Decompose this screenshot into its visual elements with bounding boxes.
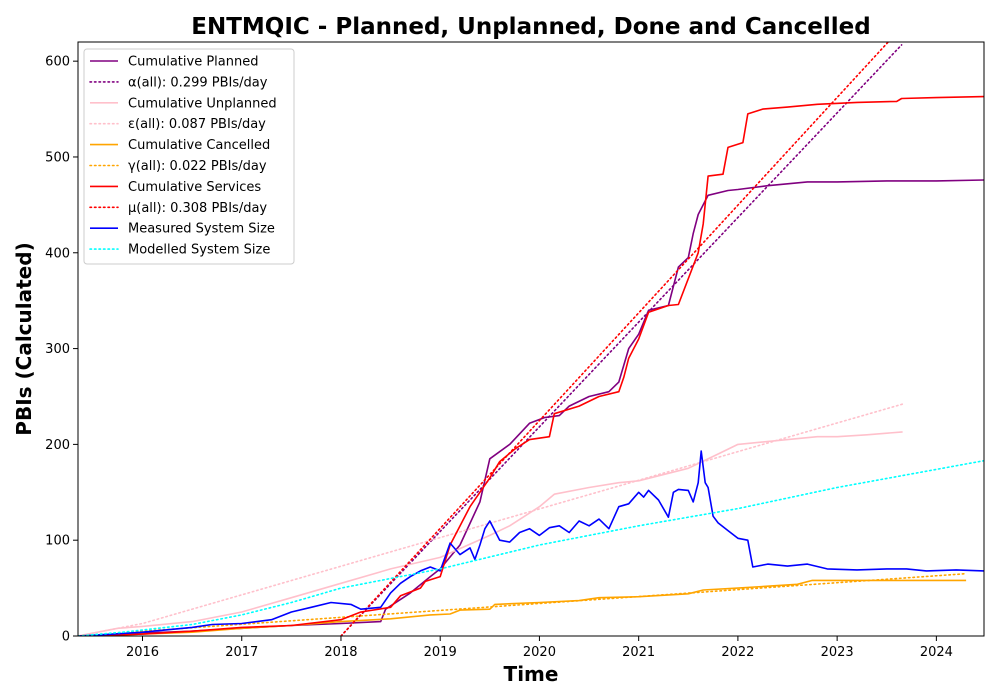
series-line-all-0-087-pbis-day [78,403,904,636]
y-tick-label: 200 [45,438,70,453]
x-tick-label: 2017 [225,645,258,660]
legend-label-all-0-087-pbis-day: ε(all): 0.087 PBIs/day [128,117,266,132]
legend-label-cumulative-unplanned: Cumulative Unplanned [128,96,277,111]
x-tick-label: 2020 [523,645,556,660]
x-tick-label: 2023 [821,645,854,660]
x-tick-label: 2018 [324,645,357,660]
legend-label-all-0-299-pbis-day: α(all): 0.299 PBIs/day [128,75,268,90]
y-tick-label: 600 [45,55,70,70]
y-axis-label: PBIs (Calculated) [12,242,36,435]
legend-box [83,48,295,265]
series-line-cumulative-planned [78,179,984,636]
series-line-cumulative-services [78,95,984,636]
y-tick-label: 0 [62,630,70,645]
y-axis: 0 100 200 300 400 500 600 [45,55,78,645]
plot-frame [77,41,985,637]
series-line-all-0-299-pbis-day [340,44,903,636]
y-tick-label: 100 [45,534,70,549]
legend-label-all-0-022-pbis-day: γ(all): 0.022 PBIs/day [128,159,267,174]
series-line-cumulative-unplanned [78,431,903,636]
series-line-measured-system-size [78,450,984,636]
legend-label-measured-system-size: Measured System Size [128,222,275,237]
plot-area [78,42,984,636]
y-tick-label: 400 [45,246,70,261]
legend-label-cumulative-services: Cumulative Services [128,180,261,195]
y-tick-label: 300 [45,342,70,357]
series-line-modelled-system-size [78,459,984,636]
x-tick-label: 2019 [424,645,457,660]
x-axis: 2016 2017 2018 2019 2020 2021 2022 2023 2024 [126,636,953,660]
x-axis-label: Time [504,662,559,686]
y-tick-label: 500 [45,150,70,165]
x-tick-label: 2016 [126,645,159,660]
legend-label-cumulative-planned: Cumulative Planned [128,55,258,70]
legend-label-all-0-308-pbis-day: μ(all): 0.308 PBIs/day [128,201,267,216]
series-line-all-0-308-pbis-day [340,42,890,636]
chart-title: ENTMQIC - Planned, Unplanned, Done and C… [191,14,870,40]
legend-label-cumulative-cancelled: Cumulative Cancelled [128,138,270,153]
legend-label-modelled-system-size: Modelled System Size [128,243,270,258]
series-line-all-0-022-pbis-day [78,572,967,636]
x-tick-label: 2024 [920,645,953,660]
x-tick-label: 2022 [721,645,754,660]
legend: Cumulative Planned α(all): 0.299 PBIs/day… [83,48,295,265]
x-tick-label: 2021 [622,645,655,660]
series-line-cumulative-cancelled [78,579,967,636]
